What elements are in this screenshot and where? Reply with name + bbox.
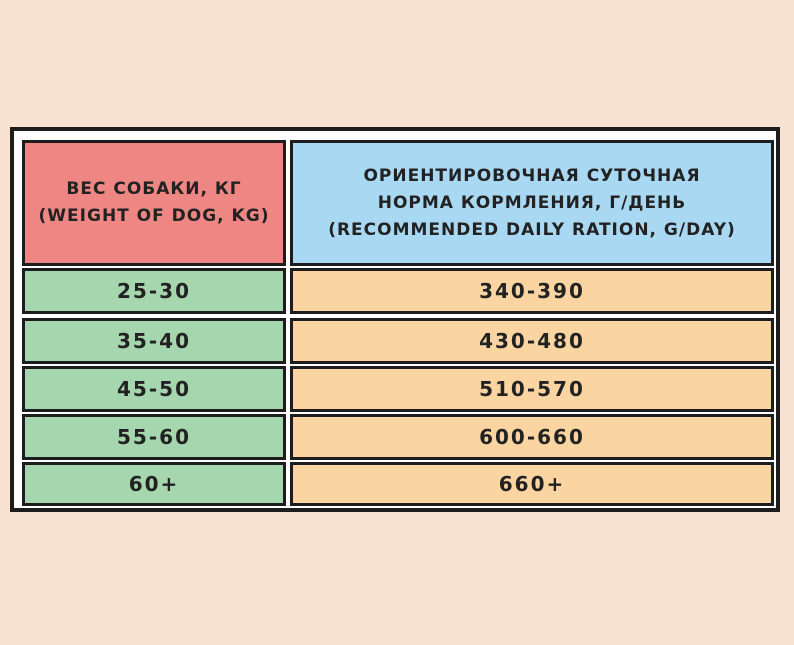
header-ration-en: (RECOMMENDED DAILY RATION, G/DAY)	[328, 219, 736, 240]
ration-cell: 660+	[290, 462, 774, 506]
header-ration-ru-2: НОРМА КОРМЛЕНИЯ, Г/ДЕНЬ	[377, 192, 687, 213]
weight-cell: 60+	[22, 462, 286, 506]
weight-cell: 55-60	[22, 414, 286, 460]
ration-cell: 510-570	[290, 366, 774, 412]
weight-cell: 45-50	[22, 366, 286, 412]
header-weight-en: (WEIGHT OF DOG, KG)	[38, 206, 270, 226]
ration-cell: 430-480	[290, 318, 774, 364]
weight-cell: 35-40	[22, 318, 286, 364]
header-ration-ru-1: ОРИЕНТИРОВОЧНАЯ СУТОЧНАЯ	[363, 165, 701, 186]
ration-cell: 600-660	[290, 414, 774, 460]
ration-cell: 340-390	[290, 268, 774, 314]
header-weight: ВЕС СОБАКИ, КГ (WEIGHT OF DOG, KG)	[22, 140, 286, 266]
weight-cell: 25-30	[22, 268, 286, 314]
header-ration: ОРИЕНТИРОВОЧНАЯ СУТОЧНАЯ НОРМА КОРМЛЕНИЯ,…	[290, 140, 774, 266]
header-weight-ru: ВЕС СОБАКИ, КГ	[66, 179, 242, 199]
feeding-table: ВЕС СОБАКИ, КГ (WEIGHT OF DOG, KG) ОРИЕНТ…	[10, 127, 780, 512]
